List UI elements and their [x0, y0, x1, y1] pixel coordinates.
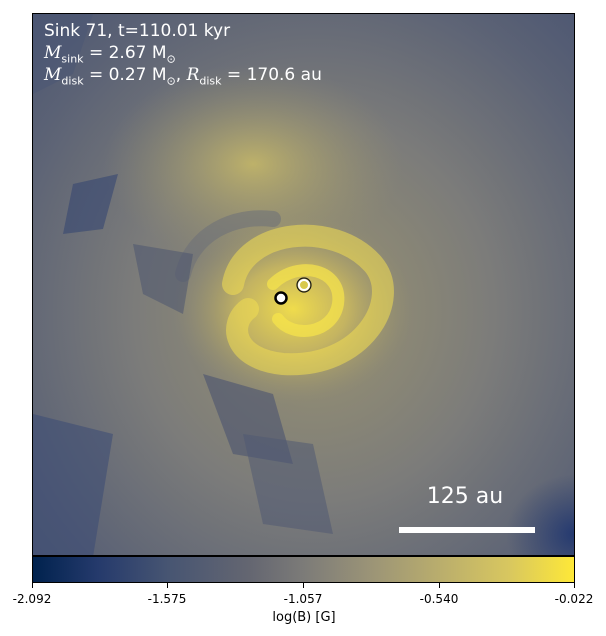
sink-title: Sink 71, t=110.01 kyr — [44, 21, 231, 41]
colorbar-tick-label: -1.575 — [147, 592, 187, 606]
spiral-arm-outer — [222, 224, 394, 376]
dark-facet — [33, 414, 113, 555]
corner-dark-region — [506, 474, 574, 555]
scale-bar — [399, 527, 535, 533]
scale-bar-label: 125 au — [426, 484, 504, 509]
primary-sink — [274, 291, 288, 305]
colorbar-tick-label: -0.540 — [419, 592, 459, 606]
magnetic-field-map: Sink 71, t=110.01 kyr Msink = 2.67 M⊙ Md… — [32, 13, 575, 556]
field-structure — [33, 14, 574, 555]
dark-facet — [243, 434, 333, 534]
sink-mass: Msink = 2.67 M⊙ — [44, 43, 176, 66]
colorbar-tick — [167, 583, 168, 588]
colorbar-tick — [32, 583, 33, 588]
dark-facet — [133, 244, 193, 314]
dark-facet — [63, 174, 118, 234]
secondary-sink-outline — [296, 277, 312, 293]
colorbar-tick — [303, 583, 304, 588]
secondary-sink — [298, 279, 310, 291]
dark-facet — [33, 14, 93, 94]
colorbar-tick — [574, 583, 575, 588]
colorbar-tick-label: -1.057 — [283, 592, 323, 606]
colorbar-tick-label: -2.092 — [12, 592, 52, 606]
spiral-arm-inner — [267, 264, 345, 337]
colorbar — [32, 556, 575, 583]
colorbar-tick — [439, 583, 440, 588]
upper-bright-region — [103, 64, 403, 264]
colorbar-tick-label: -0.022 — [554, 592, 594, 606]
disk-properties: Mdisk = 0.27 M⊙, Rdisk = 170.6 au — [44, 65, 322, 88]
colorbar-axis-label: log(B) [G] — [272, 610, 336, 625]
